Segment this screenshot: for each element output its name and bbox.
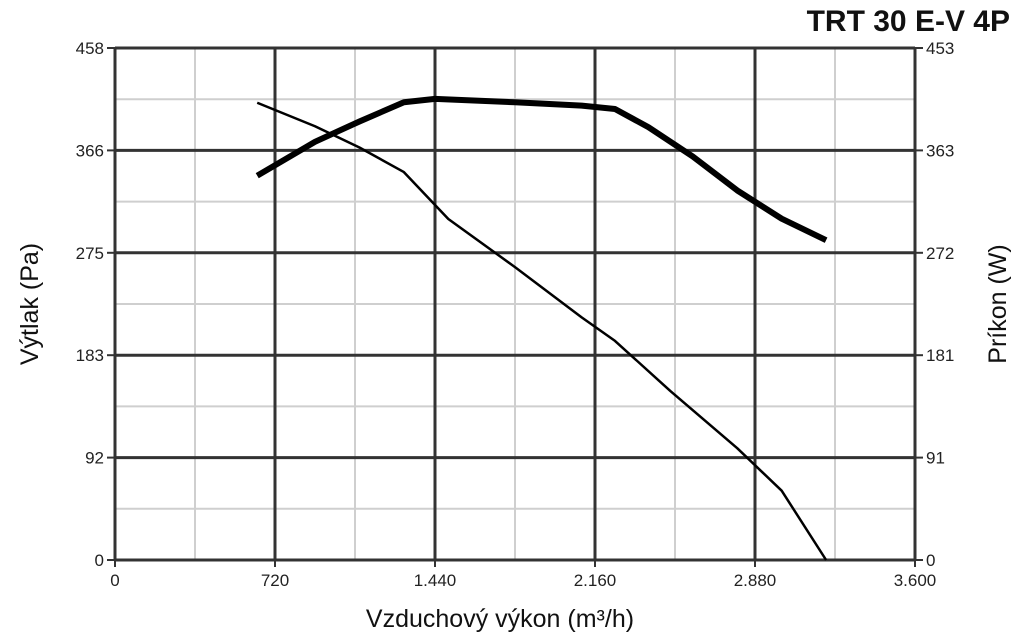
y-left-tick-label: 0 [95,551,104,570]
major-grid [107,46,923,567]
y-left-tick-label: 366 [76,141,104,160]
y-left-tick-label: 92 [85,449,104,468]
y-right-tick-label: 272 [926,244,954,263]
y-right-tick-label: 91 [926,449,945,468]
minor-grid [115,48,915,560]
series-lines [255,95,828,561]
y-axis-right-title: Príkon (W) [984,244,1012,363]
y-right-tick-label: 0 [926,551,935,570]
y-right-tick-label: 363 [926,141,954,160]
y-left-tick-label: 458 [76,39,104,58]
x-tick-label: 2.160 [574,571,617,590]
x-tick-label: 3.600 [894,571,937,590]
pressure-curve-line [256,101,828,561]
tick-labels: 0 720 1.440 2.160 2.880 3.6000921832753664580… [76,39,955,590]
y-right-tick-label: 453 [926,39,954,58]
y-axis-left-title: Výtlak (Pa) [16,243,44,365]
y-left-tick-label: 183 [76,346,104,365]
x-tick-label: 2.880 [734,571,777,590]
y-left-tick-label: 275 [76,244,104,263]
x-tick-label: 0 [110,571,119,590]
power-curve-line [255,95,828,243]
x-tick-label: 1.440 [414,571,457,590]
x-axis-title-text: Vzduchový výkon (m³/h) [366,605,634,633]
x-tick-label: 720 [261,571,289,590]
y-right-tick-label: 181 [926,346,954,365]
chart-title: TRT 30 E-V 4P [807,5,1010,38]
x-axis-title: Vzduchový výkon (m³/h) [366,605,634,633]
